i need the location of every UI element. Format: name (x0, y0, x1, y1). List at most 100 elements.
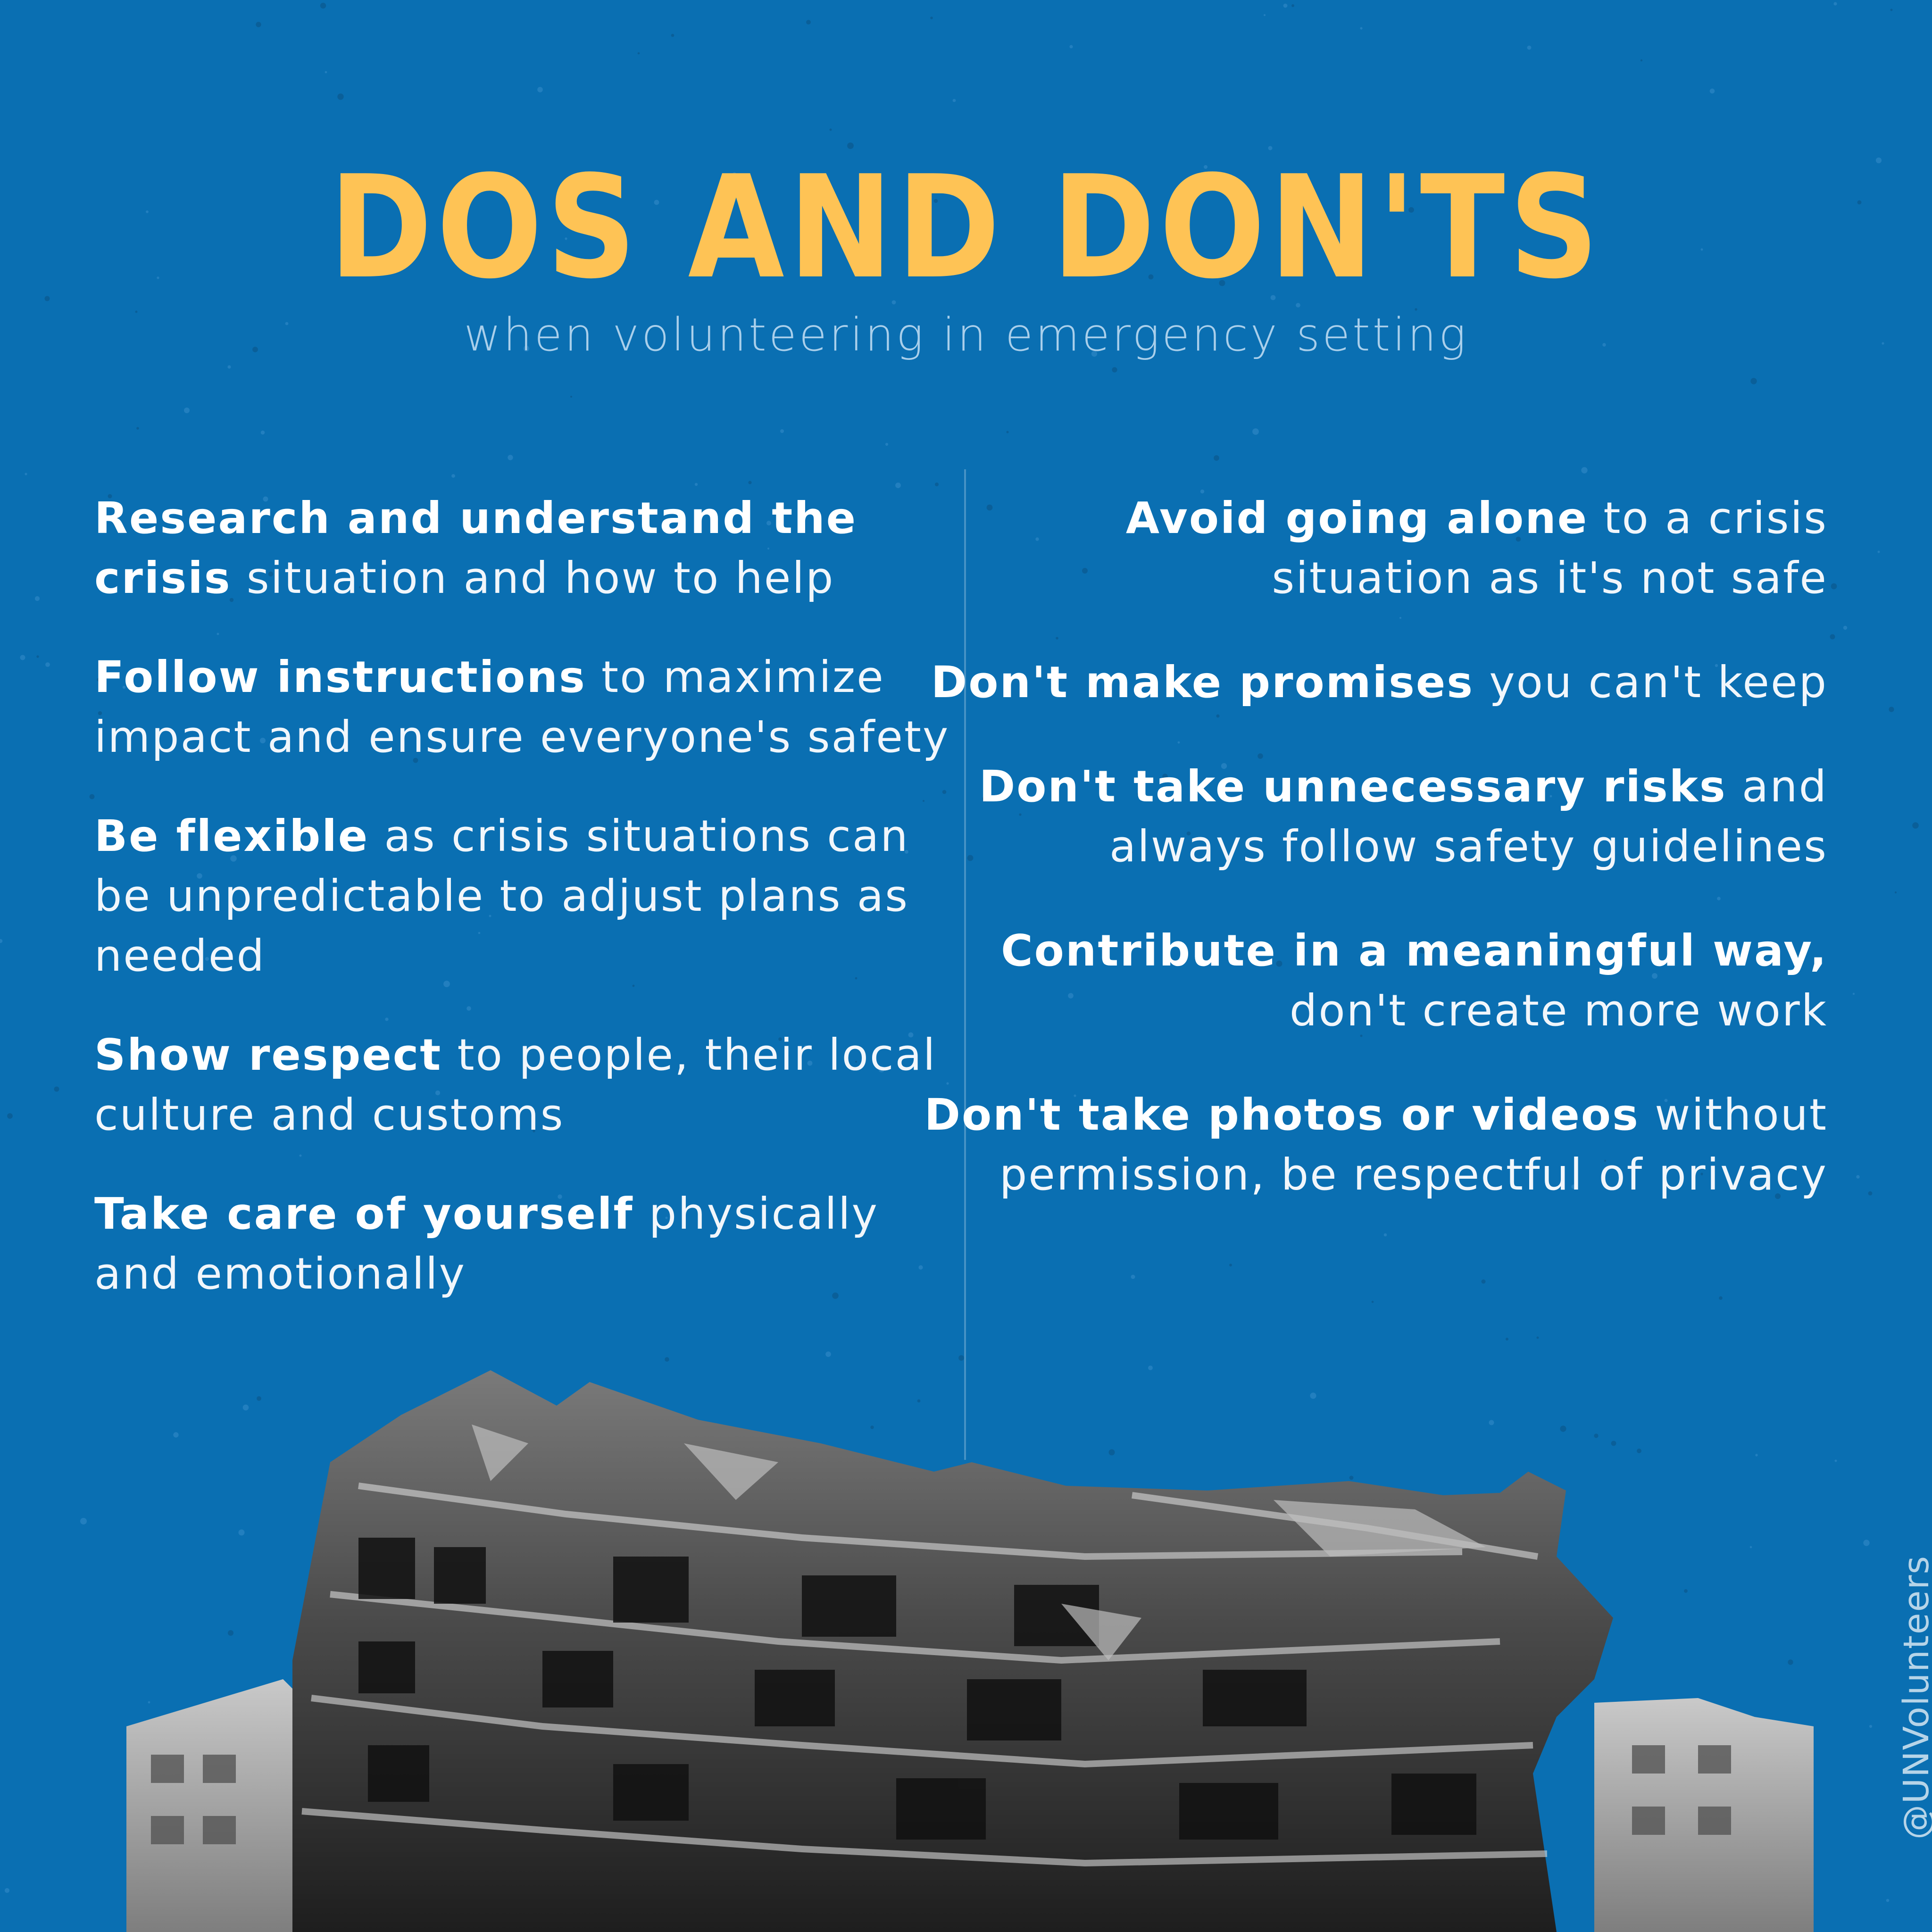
speckle-dot (1195, 274, 1198, 277)
do-item-text: situation and how to help (231, 553, 835, 603)
speckle-dot (1069, 45, 1073, 49)
speckle-dot (1148, 1366, 1153, 1370)
speckle-dot (654, 200, 659, 205)
dos-column: Research and understand the crisis situa… (94, 488, 972, 1343)
speckle-dot (1700, 1173, 1703, 1175)
speckle-dot (1882, 342, 1884, 345)
speckle-dot (1408, 207, 1414, 213)
speckle-dot (1291, 4, 1294, 7)
speckle-dot (1852, 992, 1855, 995)
speckle-dot (1594, 1433, 1599, 1438)
speckle-dot (413, 758, 418, 763)
speckle-dot (157, 276, 159, 279)
dont-item: Contribute in a meaningful way, don't cr… (913, 921, 1828, 1041)
do-item-bold: Research and understand the crisis (94, 493, 858, 603)
speckle-dot (1413, 949, 1417, 953)
speckle-dot (930, 17, 933, 19)
do-item: Show respect to people, their local cult… (94, 1025, 972, 1145)
dont-item-text: without permission, be respectful of pri… (999, 1090, 1828, 1200)
speckle-dot (1074, 1094, 1076, 1097)
speckle-dot (1652, 973, 1657, 979)
speckle-dot (964, 255, 970, 262)
dont-item-bold: Don't take photos or videos (924, 1090, 1640, 1140)
speckle-dot (1857, 200, 1862, 205)
speckle-dot (1296, 303, 1300, 308)
dont-item-bold: Don't make promises (931, 657, 1474, 708)
speckle-dot (1263, 14, 1266, 17)
speckle-dot (1112, 367, 1117, 373)
speckle-dot (637, 52, 640, 55)
speckle-dot (933, 199, 938, 203)
speckle-dot (1299, 569, 1305, 575)
speckle-dot (489, 915, 491, 917)
do-item-bold: Show respect (94, 1030, 442, 1080)
speckle-dot (1602, 343, 1606, 347)
speckle-dot (45, 662, 50, 667)
speckle-dot (353, 1268, 357, 1272)
speckle-dot (825, 1351, 831, 1357)
speckle-dot (1912, 822, 1919, 829)
speckle-dot (260, 430, 265, 435)
speckle-dot (847, 726, 851, 731)
speckle-dot (808, 220, 812, 225)
speckle-dot (1709, 88, 1715, 94)
speckle-dot (1506, 1338, 1508, 1341)
speckle-dot (1516, 536, 1521, 542)
speckle-dot (678, 675, 681, 678)
speckle-dot (1082, 568, 1088, 574)
speckle-dot (1868, 1191, 1873, 1196)
speckle-dot (1131, 1274, 1135, 1279)
speckle-dot (97, 678, 100, 682)
speckle-dot (1894, 891, 1897, 894)
speckle-dot (34, 596, 40, 601)
speckle-dot (122, 685, 126, 689)
do-item-bold: Be flexible (94, 811, 369, 861)
dont-item: Don't make promises you can't keep (913, 652, 1828, 712)
speckle-dot (1717, 897, 1721, 900)
column-divider (964, 469, 966, 1460)
do-item-text: to maximize impact and ensure everyone's… (94, 652, 950, 762)
donts-column: Avoid going alone to a crisis situation … (913, 488, 1828, 1249)
speckle-dot (205, 957, 209, 961)
speckle-dot (523, 345, 530, 352)
speckle-dot (299, 1154, 302, 1157)
dont-item: Avoid going alone to a crisis situation … (913, 488, 1828, 608)
speckle-dot (1419, 947, 1426, 954)
speckle-dot (895, 483, 901, 488)
do-item: Be flexible as crisis situations can be … (94, 806, 972, 986)
speckle-dot (462, 1047, 468, 1053)
speckle-dot (1856, 1175, 1860, 1179)
speckle-dot (268, 571, 274, 577)
speckle-dot (257, 1396, 261, 1401)
speckle-dot (804, 1045, 808, 1049)
speckle-dot (565, 237, 567, 240)
dont-item-text: you can't keep (1474, 657, 1828, 708)
speckle-dot (1527, 45, 1532, 50)
speckle-dot (1360, 1034, 1363, 1037)
speckle-dot (748, 481, 752, 484)
speckle-dot (1875, 157, 1882, 164)
speckle-dot (946, 1082, 949, 1085)
do-item-text: as crisis situations can be unpredictabl… (94, 811, 909, 981)
speckle-dot (7, 1113, 13, 1119)
speckle-dot (806, 20, 811, 25)
speckle-dot (1637, 1449, 1641, 1453)
speckle-dot (885, 442, 889, 446)
speckle-dot (665, 1357, 669, 1362)
speckle-dot (767, 548, 769, 550)
speckle-dot (870, 1425, 874, 1429)
speckle-dot (952, 99, 956, 102)
speckle-dot (228, 1630, 233, 1636)
speckle-dot (1843, 625, 1848, 630)
speckle-dot (1775, 1193, 1781, 1199)
speckle-dot (285, 322, 289, 325)
speckle-dot (4, 1888, 10, 1893)
speckle-dot (1091, 350, 1098, 357)
speckle-dot (1200, 489, 1205, 494)
speckle-dot (1268, 146, 1273, 150)
speckle-dot (891, 300, 896, 305)
speckle-dot (54, 1086, 59, 1092)
dont-item-bold: Avoid going alone (1125, 493, 1589, 543)
speckle-dot (1788, 1659, 1793, 1665)
